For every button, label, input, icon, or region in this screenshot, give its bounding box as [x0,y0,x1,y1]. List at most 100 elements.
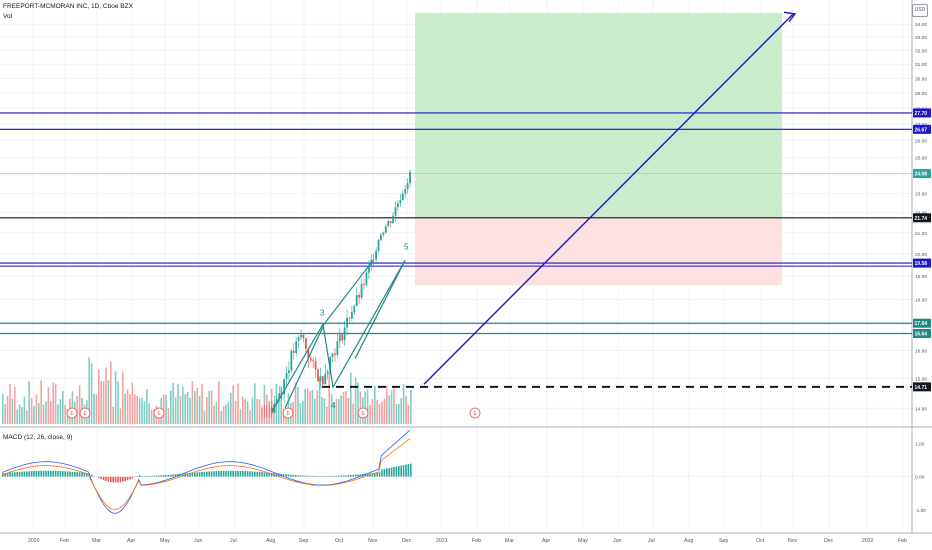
volume-bar [304,389,306,424]
volume-bar [129,394,131,424]
time-tick-label: Nov [788,538,798,544]
macd-line [1,429,411,514]
candle-body [292,351,295,353]
macd-histogram-bar [50,470,52,477]
volume-bar [186,391,189,424]
macd-histogram-bar [186,473,189,477]
macd-histogram-bar [182,473,184,477]
macd-histogram-bar [4,473,6,477]
macd-histogram-bar [16,472,18,477]
volume-bar [242,396,244,424]
macd-histogram-bar [71,471,74,477]
earnings-label: E [287,411,291,417]
time-tick-label: Jun [194,538,202,544]
volume-bar [208,390,210,424]
macd-histogram-bar [383,468,386,477]
volume-bar [220,410,222,424]
volume-bar [258,399,261,424]
macd-histogram-bar [146,475,148,477]
volume-bar [371,398,374,424]
volume-bar [28,380,30,424]
macd-histogram-bar [134,476,136,478]
macd-histogram-bar [174,474,177,477]
volume-bar [23,396,26,424]
volume-bar [194,391,196,424]
volume-bar [66,409,69,424]
candle-body [331,353,334,357]
currency-button[interactable]: USD [912,4,928,17]
volume-bar [222,406,225,424]
projection-arrow [423,13,794,385]
macd-histogram-bar [90,474,93,477]
macd-histogram-bar [52,470,54,477]
volume-bar [184,394,186,424]
macd-histogram-bar [64,471,66,477]
volume-bar [410,389,412,424]
volume-bar [42,404,45,424]
volume-bar [112,406,114,424]
candle-body [329,356,332,372]
channel-line [322,260,374,326]
macd-histogram-bar [83,472,86,477]
volume-bar [357,382,359,424]
macd-histogram-bar [318,476,321,477]
macd-histogram-bar [395,466,398,477]
volume-bar [330,394,333,424]
volume-bar [333,402,335,424]
volume-bar [16,409,18,424]
volume-bar [107,380,110,424]
volume-bar [237,383,239,424]
candle-body [314,360,317,370]
price-tick-label: 15.00 [915,376,927,382]
earnings-label: E [474,411,478,417]
macd-histogram-bar [304,475,306,477]
candle-body [336,341,339,355]
candle-body [307,348,310,359]
wave-label-3: 3 [320,308,325,317]
volume-bar [78,385,81,424]
macd-histogram-bar [198,472,201,477]
time-tick-label: Feb [898,538,907,544]
volume-bar [191,380,194,424]
candle-body [326,371,329,374]
time-tick-label: Apr [127,538,135,544]
macd-histogram-bar [9,472,11,477]
macd-histogram-bar [220,470,222,477]
time-tick-label: 2020 [28,538,40,544]
macd-histogram-bar [244,471,246,477]
candle-body [304,338,307,349]
macd-tick-label: 1.00 [915,441,925,447]
candle-body [375,250,378,260]
macd-histogram-bar [381,469,383,477]
macd-histogram-bar [40,470,42,477]
volume-bar [47,387,50,424]
volume-bar [328,372,330,424]
macd-histogram-bar [57,470,59,477]
volume-bar [182,386,184,424]
macd-histogram-bar [14,472,16,477]
volume-bar [215,401,218,424]
volume-bar [88,357,90,424]
time-tick-label: 2021 [436,538,448,544]
volume-bar [280,386,282,424]
volume-bar [206,397,208,424]
macd-histogram-bar [266,472,268,477]
volume-bar [350,372,352,424]
volume-bar [64,404,66,424]
volume-bar [299,403,302,424]
macd-histogram-bar [114,476,117,483]
channel-line [284,326,324,409]
macd-histogram-bar [47,470,50,477]
macd-histogram-bar [102,476,105,481]
macd-histogram-bar [234,470,237,477]
volume-bar [165,395,167,424]
candle-body [377,240,380,251]
volume-bar [138,398,141,424]
macd-histogram-bar [232,470,234,477]
macd-histogram-bar [239,470,242,477]
macd-histogram-bar [323,476,326,477]
candle-body [350,312,353,319]
price-badge-24.08 [913,169,931,179]
macd-histogram-bar [126,476,129,481]
